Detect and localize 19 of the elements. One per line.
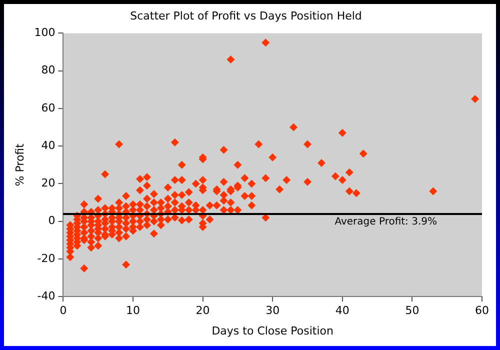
- y-tick-label: 60: [41, 101, 56, 114]
- y-tick-label: 40: [41, 138, 56, 152]
- y-tick-label: 20: [41, 176, 56, 190]
- y-tick-label: 0: [48, 214, 56, 228]
- x-tick-label: 60: [475, 304, 489, 318]
- x-tick-label: 0: [60, 304, 67, 318]
- x-tick-label: 20: [196, 304, 210, 318]
- ref-line-label: Average Profit: 3.9%: [334, 216, 437, 228]
- chart-title: Scatter Plot of Profit vs Days Position Held: [130, 9, 362, 22]
- y-tick-label: 100: [34, 26, 56, 40]
- x-axis-title: Days to Close Position: [212, 324, 334, 338]
- x-tick-label: 30: [266, 304, 280, 318]
- x-tick-label: 40: [335, 304, 350, 318]
- y-tick-label: -40: [37, 289, 56, 302]
- y-axis-title: % Profit: [13, 142, 26, 186]
- y-tick-label: 80: [41, 64, 56, 77]
- x-tick-label: 50: [405, 304, 420, 318]
- x-tick-label: 10: [126, 304, 140, 318]
- y-tick-label: -20: [37, 252, 56, 265]
